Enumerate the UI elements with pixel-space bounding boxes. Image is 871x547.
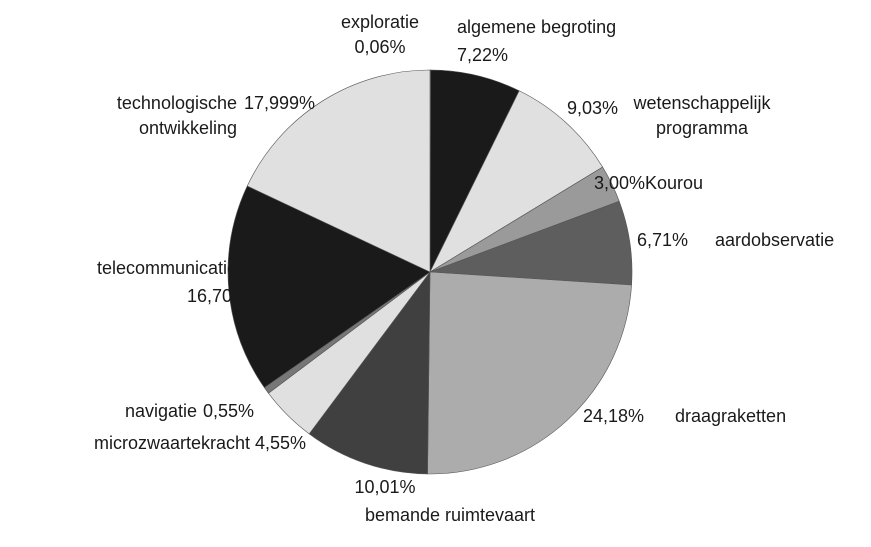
pie-slice xyxy=(427,271,632,475)
slice-label: telecommunicatie xyxy=(96,257,237,278)
slice-label: bemande ruimtevaart xyxy=(364,504,536,525)
value-label: 16,70% xyxy=(186,285,248,306)
slice-label: technologische ontwikkeling xyxy=(116,93,237,138)
slice-label: exploratie xyxy=(340,11,420,32)
slice-label: navigatie xyxy=(124,400,197,421)
value-label: 0,55% xyxy=(203,400,255,421)
value-label: 17,999% xyxy=(244,92,316,113)
pie-slice xyxy=(246,69,431,273)
pie-slice xyxy=(227,185,431,389)
value-label: 4,55% xyxy=(255,432,307,453)
value-label: 7,22% xyxy=(457,44,509,65)
slice-label: draagraketten xyxy=(675,405,787,426)
pie-slice xyxy=(308,271,431,475)
value-label: 6,71% xyxy=(637,229,689,250)
slice-label: Kourou xyxy=(645,172,704,193)
value-label: 24,18% xyxy=(583,405,645,426)
value-label: 9,03% xyxy=(567,97,619,118)
slice-label: microzwaartekracht xyxy=(93,432,250,453)
slice-label: wetenschappelijk programma xyxy=(633,93,771,138)
value-label: 0,06% xyxy=(354,36,406,57)
slice-label: algemene begroting xyxy=(457,16,617,37)
value-label: 10,01% xyxy=(354,476,416,497)
value-label: 3,00% xyxy=(594,172,646,193)
slice-label: aardobservatie xyxy=(715,229,835,250)
pie-slice xyxy=(429,90,604,273)
